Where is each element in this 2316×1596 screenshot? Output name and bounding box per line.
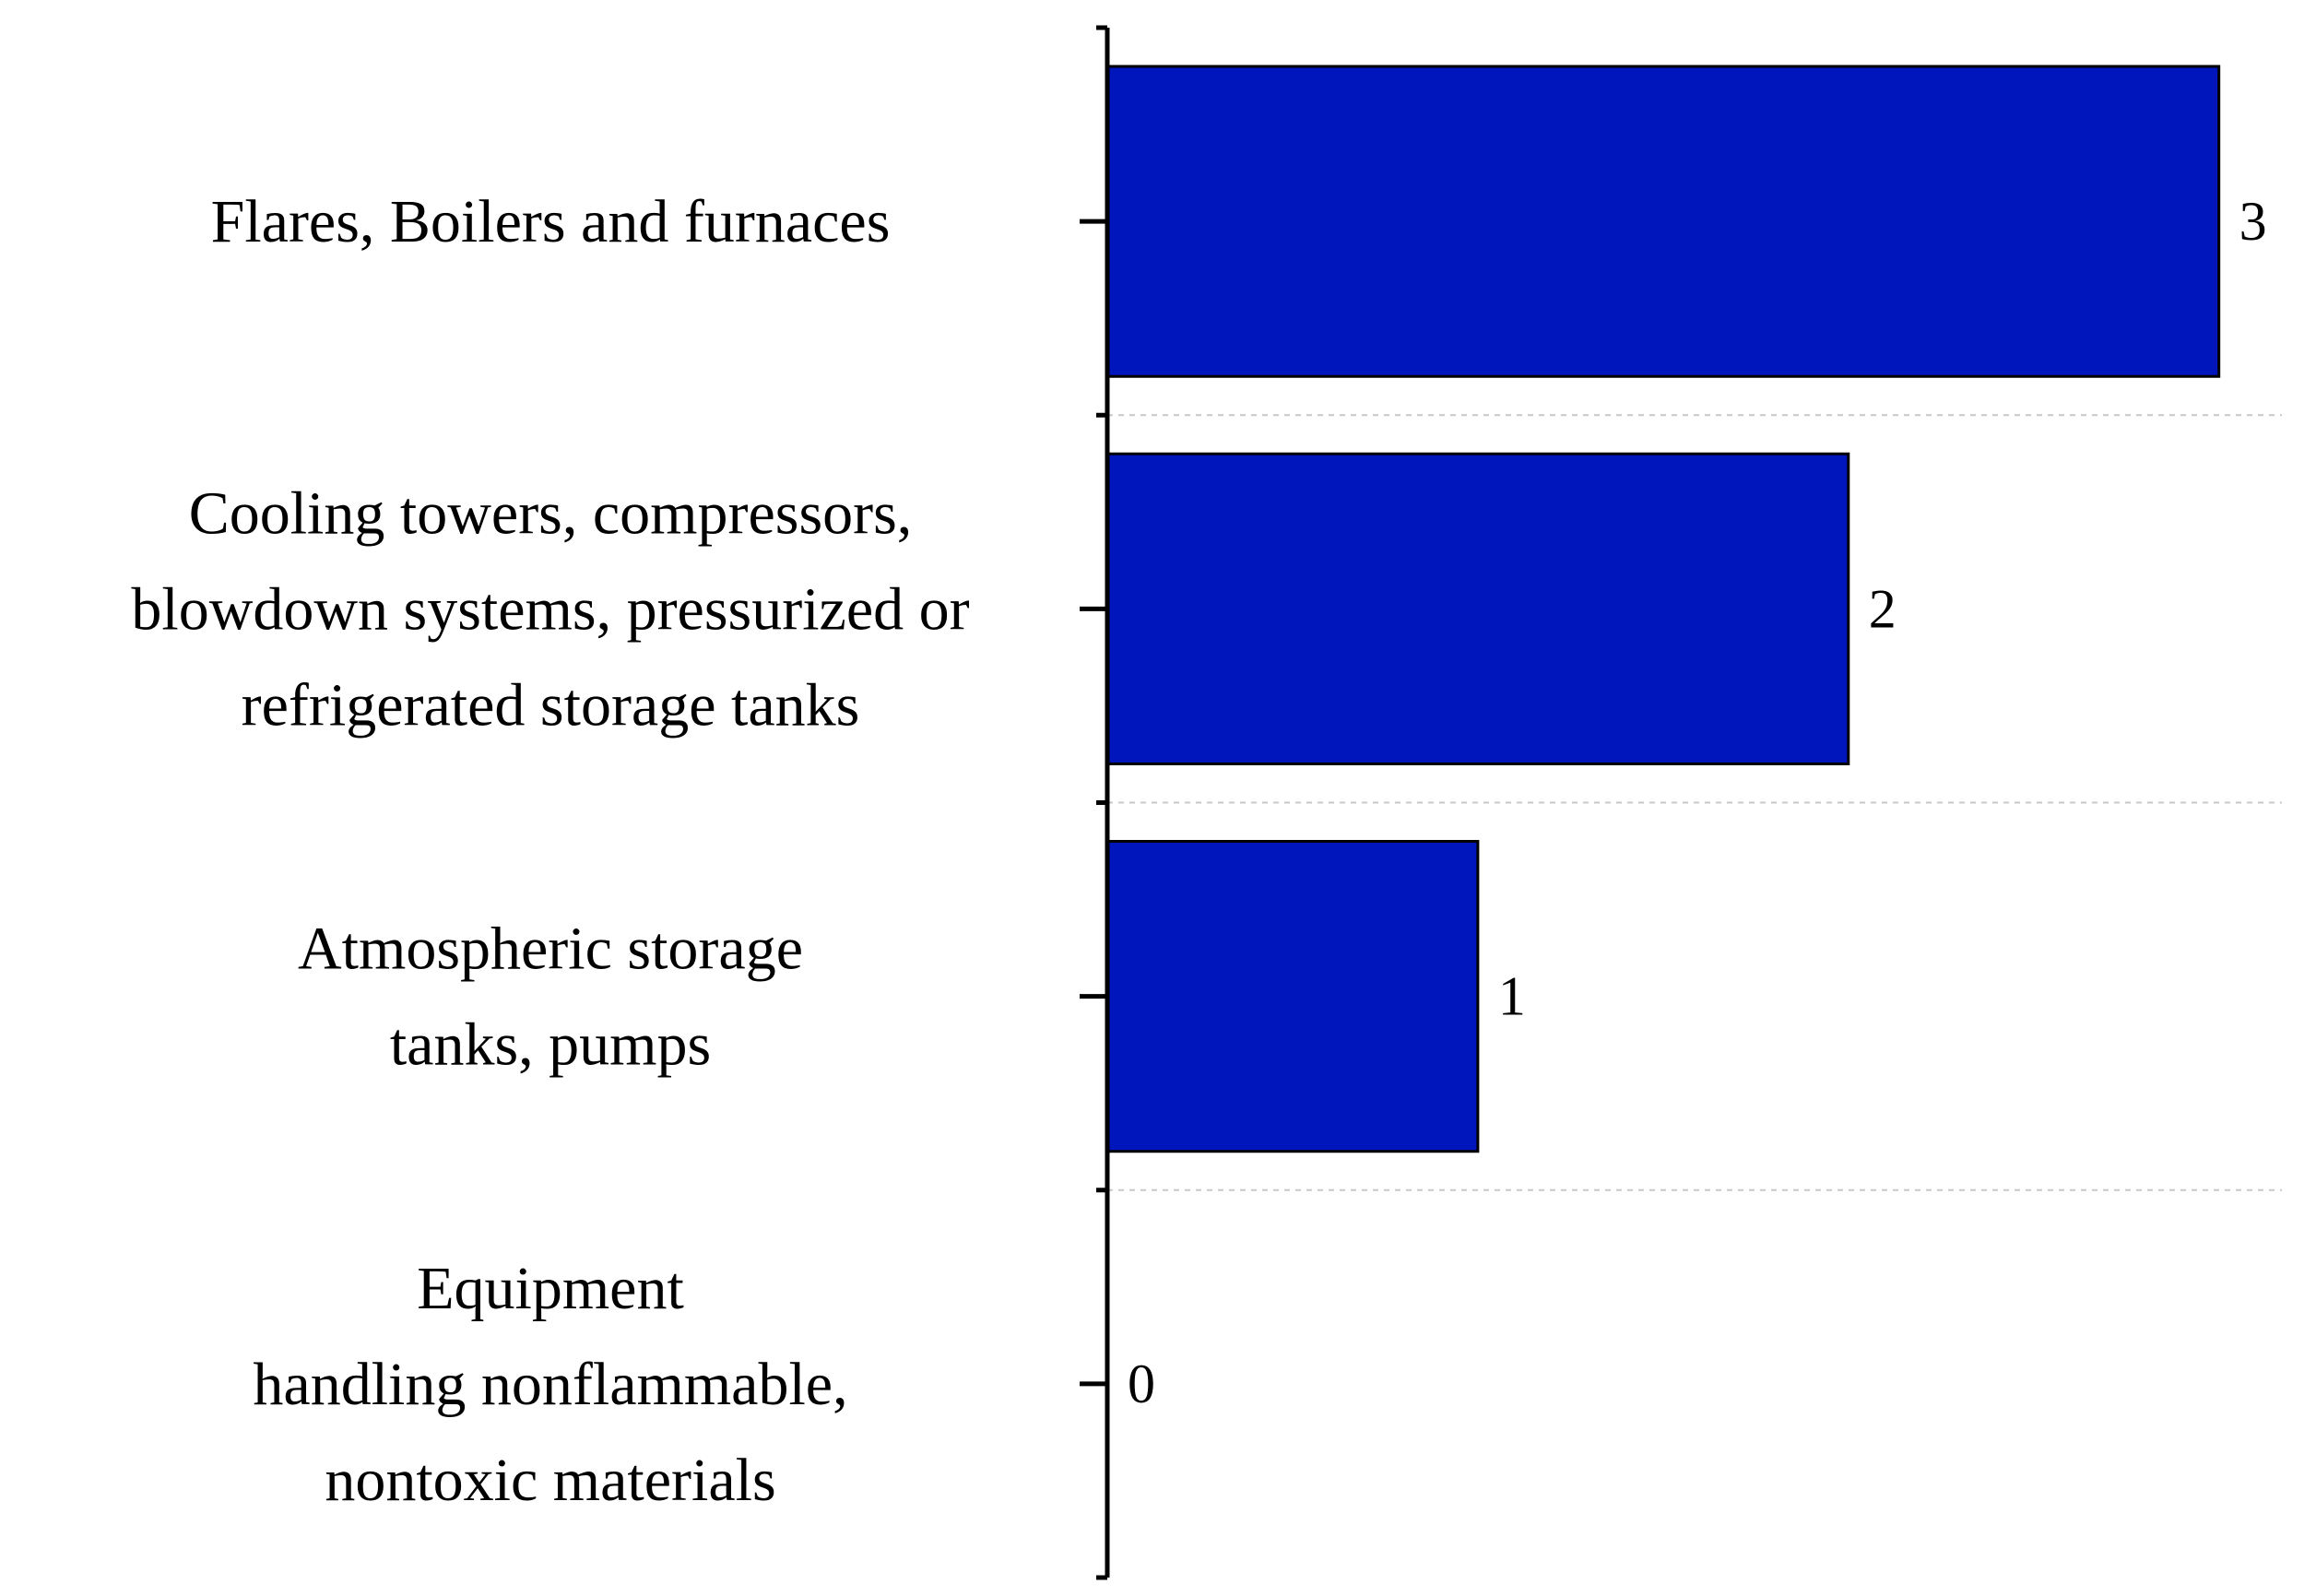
category-label-line: Flares, Boilers and furnaces	[211, 188, 891, 255]
data-label: 0	[1128, 1354, 1155, 1414]
category-label-line: tanks, pumps	[390, 1011, 711, 1078]
bar	[1105, 452, 1850, 765]
category-label-line: refrigerated storage tanks	[242, 671, 860, 739]
bars	[1105, 65, 2221, 1153]
y-axis-ticks	[1080, 25, 1107, 1580]
data-label: 3	[2239, 191, 2267, 252]
category-label: Cooling towers, compressors, blowdown sys…	[131, 479, 969, 739]
category-label-line: Equipment	[417, 1254, 684, 1321]
category-label-line: handling nonflammable,	[253, 1350, 847, 1417]
bar	[1105, 840, 1480, 1153]
category-labels: Flares, Boilers and furnaces Cooling towe…	[131, 188, 969, 1514]
data-labels: 3 2 1 0	[1128, 191, 2267, 1414]
data-label: 2	[1869, 578, 1897, 639]
category-label-line: nontoxic materials	[325, 1446, 775, 1513]
category-label: Flares, Boilers and furnaces	[211, 188, 891, 255]
category-label-line: blowdown systems, pressurized or	[131, 575, 969, 643]
category-label-line: Cooling towers, compressors,	[189, 479, 913, 547]
bar	[1105, 65, 2221, 378]
category-label-line: Atmospheric storage	[298, 915, 803, 982]
category-label: Atmospheric storage tanks, pumps	[298, 915, 803, 1078]
data-label: 1	[1498, 966, 1526, 1027]
category-label: Equipment handling nonflammable, nontoxic …	[253, 1254, 847, 1513]
grid-lines	[1107, 414, 2282, 1191]
